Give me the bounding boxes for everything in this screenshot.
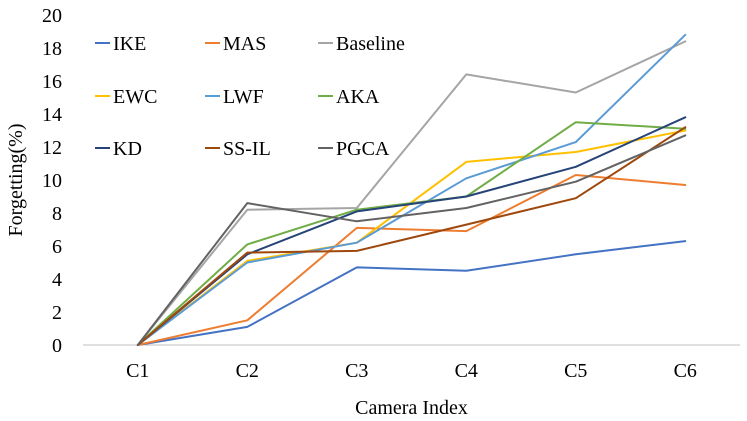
legend-item-mas: MAS xyxy=(205,33,266,55)
legend-item-lwf: LWF xyxy=(205,86,264,108)
y-tick-label: 16 xyxy=(42,71,62,93)
legend-label: MAS xyxy=(223,33,266,55)
legend-item-pgca: PGCA xyxy=(318,138,390,160)
y-tick-label: 6 xyxy=(52,236,62,258)
legend-item-ewc: EWC xyxy=(95,86,157,108)
series-line-lwf xyxy=(136,33,687,346)
y-tick-label: 12 xyxy=(42,137,62,159)
y-tick-label: 0 xyxy=(52,335,62,357)
legend-label: AKA xyxy=(336,86,380,108)
x-tick-label: C6 xyxy=(674,360,697,382)
y-tick-label: 8 xyxy=(52,203,62,225)
series-line-mas xyxy=(136,174,687,346)
legend-item-baseline: Baseline xyxy=(318,33,405,55)
y-tick-label: 10 xyxy=(42,170,62,192)
legend-label: IKE xyxy=(113,33,146,55)
series-line-kd xyxy=(136,116,687,346)
legend-item-kd: KD xyxy=(95,138,142,160)
legend-label: LWF xyxy=(223,86,264,108)
legend-item-aka: AKA xyxy=(318,86,380,108)
legend-item-ss-il: SS-IL xyxy=(205,138,271,160)
x-tick-label: C2 xyxy=(236,360,259,382)
y-tick-label: 4 xyxy=(52,269,62,291)
y-tick-label: 20 xyxy=(42,5,62,27)
x-tick-label: C3 xyxy=(345,360,368,382)
series-line-pgca xyxy=(136,134,687,346)
x-tick-label: C1 xyxy=(126,360,149,382)
series-line-ike xyxy=(136,240,687,346)
legend-label: KD xyxy=(113,138,142,160)
x-tick-label: C4 xyxy=(455,360,478,382)
legend-label: EWC xyxy=(113,86,157,108)
y-axis-title: Forgetting(%) xyxy=(5,124,27,237)
legend-label: SS-IL xyxy=(223,138,271,160)
x-tick-labels: C1 C2 C3 C4 C5 C6 xyxy=(126,360,697,382)
y-tick-label: 18 xyxy=(42,38,62,60)
y-tick-label: 14 xyxy=(42,104,62,126)
series-line-aka xyxy=(136,121,687,346)
x-axis-title: Camera Index xyxy=(355,397,468,419)
x-tick-label: C5 xyxy=(564,360,587,382)
y-tick-label: 2 xyxy=(52,302,62,324)
legend: IKE MAS Baseline EWC LWF AKA KD SS-IL PGCA xyxy=(95,33,405,160)
series-line-baseline xyxy=(136,40,687,346)
series-lines xyxy=(136,33,687,346)
legend-label: Baseline xyxy=(336,33,405,55)
y-tick-labels: 0 2 4 6 8 10 12 14 16 18 20 xyxy=(42,5,62,357)
series-line-ss-il xyxy=(136,126,687,346)
legend-label: PGCA xyxy=(336,138,390,160)
legend-item-ike: IKE xyxy=(95,33,146,55)
